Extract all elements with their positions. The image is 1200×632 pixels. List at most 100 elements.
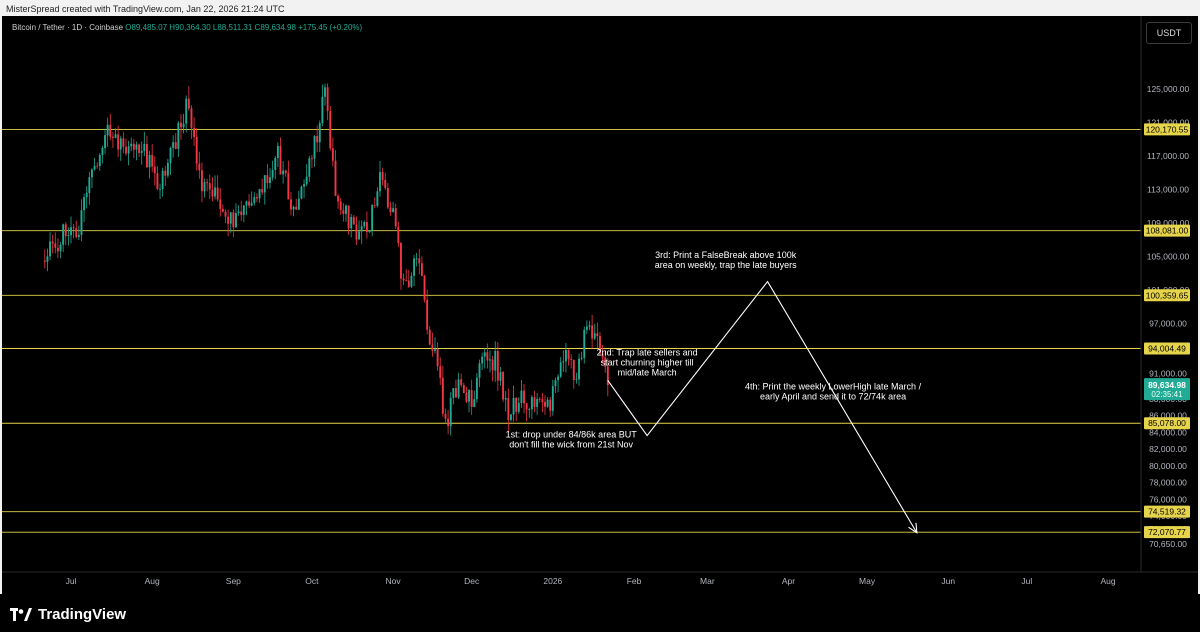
symbol-info[interactable]: Bitcoin / Tether · 1D · Coinbase O89,485…	[12, 23, 362, 32]
candle-body	[77, 234, 80, 237]
candle-body	[439, 366, 442, 378]
candle-body	[114, 134, 117, 138]
candle-body	[237, 211, 240, 214]
time-tick-label: Apr	[782, 576, 795, 586]
candle-body	[125, 146, 127, 154]
level-price-tag	[1144, 342, 1190, 355]
price-tick-label: 117,000.00	[1147, 151, 1189, 161]
time-tick-label: Nov	[386, 576, 402, 586]
level-price-tag	[1144, 526, 1190, 539]
chart-panel[interactable]: 1st: drop under 84/86k area BUT don't fil…	[2, 16, 1198, 594]
candle-body	[389, 207, 392, 213]
candle-body	[331, 148, 334, 161]
candle-body	[572, 360, 575, 380]
candle-body	[224, 211, 227, 217]
price-axis[interactable]: 125,000.00 121,000.00 117,000.00 113,000.00…	[1140, 16, 1190, 572]
candle-body	[245, 201, 248, 206]
candle-body	[494, 350, 497, 371]
candle-body	[109, 124, 112, 137]
level-price-tag	[1144, 224, 1190, 237]
candle-body	[140, 150, 143, 153]
candle-body	[413, 258, 415, 276]
candle-body	[80, 210, 83, 235]
price-tick-label: 78,000.00	[1149, 478, 1187, 488]
candle-body	[549, 399, 552, 411]
candle-body	[473, 399, 476, 407]
time-tick-label: Aug	[145, 576, 160, 586]
candle-body	[161, 170, 164, 189]
candle-body	[240, 211, 243, 215]
candle-body	[284, 170, 287, 174]
candle-body	[258, 189, 261, 199]
time-tick-label: Oct	[305, 576, 319, 586]
candle-body	[276, 145, 279, 159]
candle-body	[98, 155, 101, 166]
candle-body	[415, 258, 418, 260]
time-tick-label: May	[859, 576, 876, 586]
tradingview-icon	[10, 608, 32, 621]
candle-body	[104, 135, 106, 148]
candle-body	[111, 136, 114, 138]
candle-body	[528, 409, 531, 411]
candle-body	[334, 160, 337, 196]
candle-body	[127, 146, 130, 154]
candle-body	[198, 163, 201, 171]
candle-body	[342, 210, 345, 214]
symbol-name: Bitcoin / Tether · 1D · Coinbase	[12, 23, 124, 32]
price-chart[interactable]: 1st: drop under 84/86k area BUT don't fil…	[2, 16, 1198, 594]
candle-body	[166, 162, 169, 176]
level-price-label: 94,004.49	[1148, 344, 1186, 354]
candle-body	[418, 258, 421, 264]
price-tick-label: 70,650.00	[1149, 539, 1187, 549]
candle-body	[405, 280, 408, 282]
candle-body	[339, 201, 342, 211]
candle-body	[407, 280, 410, 287]
candle-body	[72, 227, 75, 229]
candle-body	[216, 187, 219, 200]
candle-body	[465, 393, 468, 402]
candle-body	[56, 247, 59, 252]
level-price-label: 72,070.77	[1148, 527, 1186, 537]
candle-body	[536, 398, 539, 407]
candle-body	[358, 231, 360, 240]
tradingview-logo[interactable]: TradingView	[10, 606, 126, 623]
candle-body	[400, 243, 402, 279]
candle-body	[410, 275, 413, 287]
candle-body	[75, 228, 78, 237]
candle-body	[292, 206, 295, 210]
price-tick-label: 113,000.00	[1147, 184, 1189, 194]
candle-body	[117, 134, 120, 150]
candle-body	[229, 212, 232, 224]
candle-body	[279, 145, 282, 175]
candle-body	[533, 397, 536, 407]
annotation-line: 3rd: Print a FalseBreak above 100k	[655, 250, 797, 260]
candle-body	[428, 329, 431, 345]
candle-body	[554, 380, 557, 387]
candle-countdown: 02:35:41	[1151, 390, 1183, 399]
candle-body	[85, 193, 88, 198]
candle-body	[557, 376, 560, 381]
candle-body	[67, 235, 70, 237]
price-tick-label: 91,000.00	[1149, 369, 1187, 379]
candle-body	[580, 357, 583, 359]
candle-body	[462, 385, 465, 394]
candle-body	[227, 216, 230, 224]
candle-body	[219, 199, 222, 209]
candle-body	[195, 137, 198, 164]
candle-body	[145, 143, 148, 168]
candle-body	[101, 147, 104, 156]
candle-body	[159, 188, 161, 190]
currency-button[interactable]: USDT	[1146, 22, 1192, 44]
price-tick-label: 76,000.00	[1149, 494, 1187, 504]
time-axis[interactable]: Jul Aug Sep Oct Nov Dec 2026 Feb Mar Apr May Jun Jul…	[2, 571, 1198, 586]
candle-body	[457, 379, 460, 398]
candle-body	[562, 361, 565, 363]
level-price-label: 100,359.65	[1146, 290, 1189, 300]
candle-body	[274, 158, 277, 170]
time-tick-label: Jul	[1021, 576, 1032, 586]
candle-body	[49, 241, 51, 257]
candle-body	[591, 325, 594, 339]
tradingview-wordmark: TradingView	[38, 606, 127, 623]
price-tick-label: 97,000.00	[1149, 318, 1187, 328]
candle-body	[70, 227, 72, 236]
